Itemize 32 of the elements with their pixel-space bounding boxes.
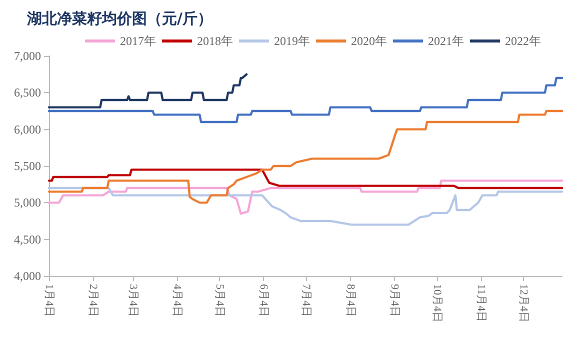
legend-label: 2020年 (351, 34, 387, 48)
x-tick-label: 5月4日 (214, 284, 226, 317)
x-tick-label: 11月4日 (475, 284, 487, 322)
legend-label: 2022年 (505, 34, 541, 48)
legend-label: 2021年 (428, 34, 464, 48)
legend-label: 2017年 (120, 34, 156, 48)
line-series (48, 110, 564, 204)
x-tick-label: 6月4日 (258, 284, 270, 317)
x-tick-label: 2月4日 (87, 284, 100, 317)
y-tick-label: 6,000 (14, 122, 41, 136)
x-tick-label: 10月4日 (430, 284, 443, 322)
x-tick-label: 1月4日 (43, 284, 55, 317)
x-tick-label: 7月4日 (300, 284, 312, 317)
line-series (48, 180, 564, 215)
x-tick-label: 3月4日 (126, 284, 139, 317)
legend-label: 2018年 (197, 34, 233, 48)
legend-label: 2019年 (274, 34, 310, 48)
y-tick-label: 4,000 (14, 269, 41, 283)
x-tick-label: 8月4日 (344, 284, 356, 317)
line-series (48, 186, 564, 226)
line-series (48, 76, 564, 124)
y-tick-label: 7,000 (14, 49, 41, 63)
y-tick-label: 4,500 (14, 232, 41, 246)
x-tick-label: 12月4日 (518, 284, 530, 322)
chart-title: 湖北净菜籽均价图（元/斤） (26, 10, 212, 28)
line-series (48, 168, 564, 190)
line-series (48, 73, 248, 108)
y-tick-label: 6,500 (14, 86, 41, 100)
y-tick-label: 5,000 (14, 196, 41, 210)
y-tick-label: 5,500 (14, 159, 41, 173)
x-tick-label: 9月4日 (388, 284, 400, 317)
x-tick-label: 4月4日 (170, 284, 183, 317)
